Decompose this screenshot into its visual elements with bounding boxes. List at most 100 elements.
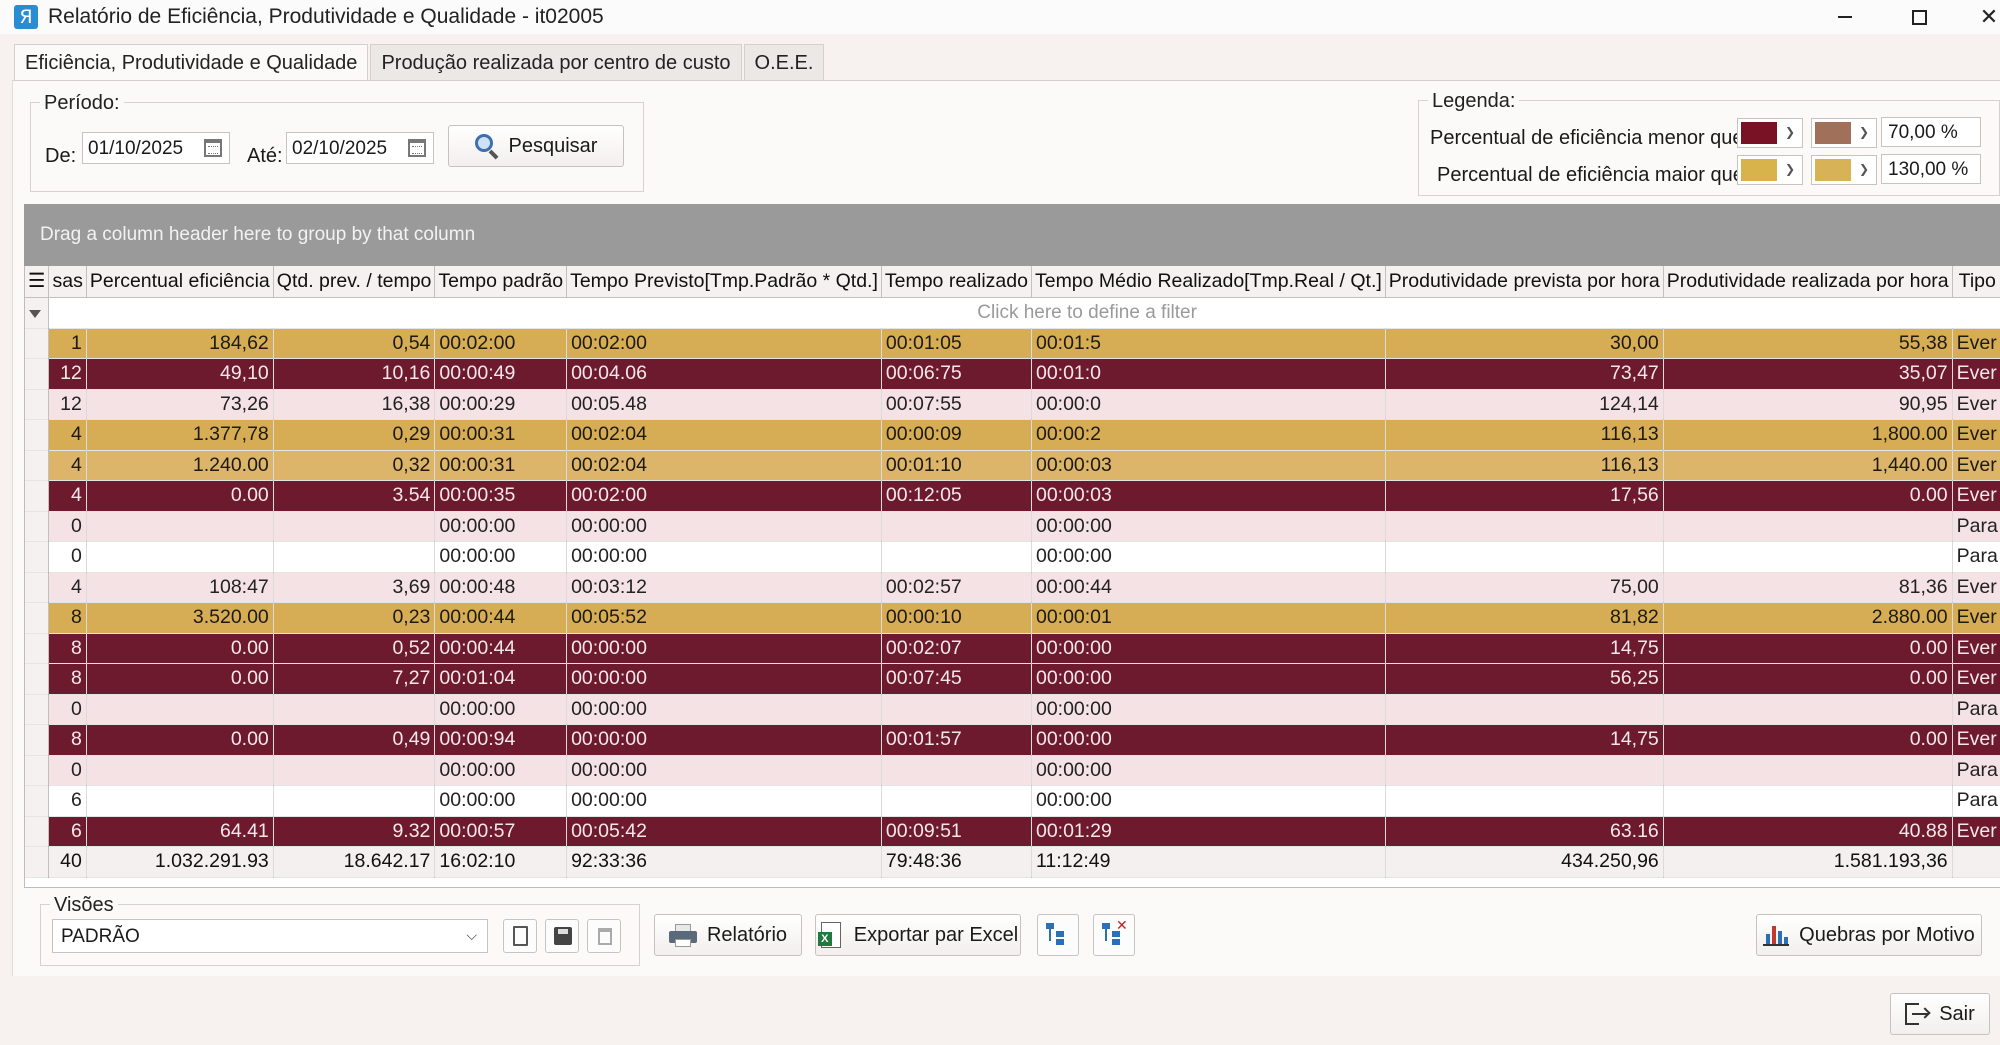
table-cell[interactable]: 40.88 xyxy=(1663,816,1953,847)
minimize-button[interactable] xyxy=(1822,0,1868,34)
table-cell[interactable]: 3,69 xyxy=(273,572,436,603)
row-indicator[interactable] xyxy=(25,724,50,756)
table-cell[interactable] xyxy=(1385,755,1664,786)
views-select[interactable]: PADRÃO ⌵ xyxy=(52,919,488,953)
table-cell[interactable]: 00:00:00 xyxy=(566,663,882,695)
table-cell[interactable]: Para xyxy=(1952,511,2000,542)
table-cell[interactable]: 00:00:29 xyxy=(434,389,568,420)
table-cell[interactable] xyxy=(273,694,436,725)
table-cell[interactable]: 14,75 xyxy=(1385,724,1664,756)
table-cell[interactable]: 00:00:00 xyxy=(434,511,568,542)
table-cell[interactable] xyxy=(86,694,274,725)
table-cell[interactable]: 00:00:01 xyxy=(1031,602,1386,634)
table-cell[interactable] xyxy=(1385,785,1664,817)
table-cell[interactable]: 7,27 xyxy=(273,663,436,695)
table-cell[interactable]: 8 xyxy=(48,663,87,695)
tab-eficiencia[interactable]: Eficiência, Produtividade e Qualidade xyxy=(14,44,369,82)
table-row[interactable]: 4 108:47 3,69 00:00:48 00:03:12 00:02:57 00:00… xyxy=(25,572,2000,603)
table-cell[interactable]: 00:00:03 xyxy=(1031,480,1386,512)
table-row[interactable]: 6 64.41 9.32 00:00:57 00:05:42 00:09:51 00:01:… xyxy=(25,816,2000,847)
table-cell[interactable]: 00:00:00 xyxy=(566,785,882,817)
table-cell[interactable] xyxy=(1385,541,1664,573)
table-cell[interactable]: Para xyxy=(1952,785,2000,817)
table-cell[interactable]: 0,49 xyxy=(273,724,436,756)
table-cell[interactable]: 8 xyxy=(48,633,87,664)
table-cell[interactable] xyxy=(1663,541,1953,573)
table-cell[interactable]: 90,95 xyxy=(1663,389,1953,420)
table-cell[interactable]: Ever xyxy=(1952,480,2000,512)
table-cell[interactable]: 12 xyxy=(48,389,87,420)
table-cell[interactable]: Ever xyxy=(1952,724,2000,756)
table-cell[interactable]: 4 xyxy=(48,450,87,481)
table-cell[interactable]: 1,800.00 xyxy=(1663,419,1953,451)
table-cell[interactable]: 56,25 xyxy=(1385,663,1664,695)
table-cell[interactable]: 0,54 xyxy=(273,328,436,359)
report-button[interactable]: Relatório xyxy=(654,914,802,956)
column-header[interactable]: Produtividade prevista por hora xyxy=(1385,266,1664,298)
table-cell[interactable]: 00:02:00 xyxy=(566,328,882,359)
table-cell[interactable]: 0,32 xyxy=(273,450,436,481)
table-cell[interactable]: 00:01:0 xyxy=(1031,358,1386,390)
table-cell[interactable]: 4 xyxy=(48,480,87,512)
table-cell[interactable]: 00:01:57 xyxy=(881,724,1032,756)
table-cell[interactable]: 00:01:10 xyxy=(881,450,1032,481)
table-cell[interactable]: 0.00 xyxy=(1663,633,1953,664)
table-cell[interactable]: 1,440.00 xyxy=(1663,450,1953,481)
row-indicator[interactable] xyxy=(25,633,50,664)
calendar-icon[interactable] xyxy=(408,139,426,157)
table-cell[interactable] xyxy=(881,755,1032,786)
table-row[interactable]: 12 49,10 10,16 00:00:49 00:04.06 00:06:75 00:0… xyxy=(25,358,2000,390)
table-cell[interactable]: 00:00:31 xyxy=(434,450,568,481)
row-indicator[interactable] xyxy=(25,755,50,786)
table-cell[interactable] xyxy=(86,755,274,786)
new-view-button[interactable] xyxy=(503,919,537,953)
row-indicator[interactable] xyxy=(25,694,50,725)
table-cell[interactable]: 00:05:42 xyxy=(566,816,882,847)
calendar-icon[interactable] xyxy=(204,139,222,157)
table-cell[interactable]: 00:02:00 xyxy=(566,480,882,512)
row-indicator[interactable] xyxy=(25,572,50,603)
table-cell[interactable]: 49,10 xyxy=(86,358,274,390)
table-cell[interactable]: Ever xyxy=(1952,389,2000,420)
row-indicator[interactable] xyxy=(25,602,50,634)
table-cell[interactable] xyxy=(86,785,274,817)
table-cell[interactable]: 1.240.00 xyxy=(86,450,274,481)
table-cell[interactable]: 00:00:00 xyxy=(566,541,882,573)
table-cell[interactable]: 00:00:35 xyxy=(434,480,568,512)
table-cell[interactable]: 9.32 xyxy=(273,816,436,847)
table-cell[interactable]: 0 xyxy=(48,755,87,786)
table-cell[interactable]: 00:03:12 xyxy=(566,572,882,603)
table-cell[interactable]: 6 xyxy=(48,785,87,817)
column-header[interactable]: Percentual eficiência xyxy=(86,266,274,298)
breaks-by-reason-button[interactable]: Quebras por Motivo xyxy=(1756,914,1982,956)
table-cell[interactable]: 00:02:07 xyxy=(881,633,1032,664)
table-cell[interactable]: 00:00:44 xyxy=(434,633,568,664)
table-cell[interactable]: Para xyxy=(1952,755,2000,786)
table-cell[interactable]: 00:00:00 xyxy=(434,755,568,786)
close-button[interactable]: ✕ xyxy=(1966,0,2000,34)
table-cell[interactable]: 0 xyxy=(48,541,87,573)
table-cell[interactable]: 00:00:00 xyxy=(434,694,568,725)
table-cell[interactable]: 00:01:04 xyxy=(434,663,568,695)
table-cell[interactable]: Ever xyxy=(1952,328,2000,359)
table-cell[interactable] xyxy=(86,511,274,542)
table-cell[interactable]: 00:02:04 xyxy=(566,450,882,481)
table-cell[interactable] xyxy=(273,755,436,786)
above-color-picker-secondary[interactable]: ❯ xyxy=(1811,155,1877,185)
table-cell[interactable] xyxy=(881,694,1032,725)
table-cell[interactable]: 00:02:04 xyxy=(566,419,882,451)
table-cell[interactable]: 00:00:0 xyxy=(1031,389,1386,420)
row-indicator[interactable] xyxy=(25,785,50,817)
column-header[interactable]: Tempo padrão xyxy=(434,266,568,298)
column-header[interactable]: Tempo Previsto[Tmp.Padrão * Qtd.] xyxy=(566,266,882,298)
table-cell[interactable]: 00:04.06 xyxy=(566,358,882,390)
search-button[interactable]: Pesquisar xyxy=(448,125,624,167)
table-cell[interactable]: 30,00 xyxy=(1385,328,1664,359)
save-view-button[interactable] xyxy=(545,919,579,953)
expand-tree-button[interactable] xyxy=(1037,914,1079,956)
table-cell[interactable]: 00:00:00 xyxy=(566,724,882,756)
table-cell[interactable]: 0.00 xyxy=(86,663,274,695)
row-indicator[interactable] xyxy=(25,816,50,847)
